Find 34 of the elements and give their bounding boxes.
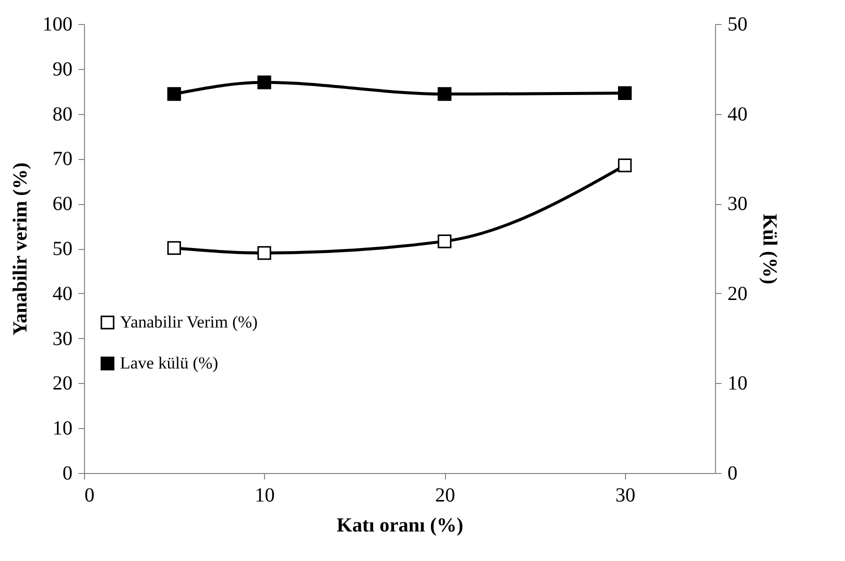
y2-tick-label: 40 (728, 103, 748, 126)
y-axis-title: Yanabilir verim (%) (10, 162, 32, 336)
y-tick-label: 70 (52, 148, 72, 170)
y-tick-label: 30 (52, 328, 72, 350)
point (618, 158, 632, 172)
x-tick-label: 10 (254, 484, 275, 506)
point (438, 234, 452, 248)
x-tick-label: 20 (435, 484, 456, 506)
y-tick-label: 60 (52, 193, 72, 216)
x-tick-label: 0 (84, 484, 94, 506)
point (618, 86, 632, 100)
point (167, 87, 182, 101)
point (257, 246, 272, 260)
point (167, 241, 182, 255)
y2-tick-label: 10 (728, 372, 748, 395)
y-tick-label: 0 (62, 462, 72, 484)
y2-axis-title: Kül (%) (758, 214, 780, 284)
legend-label: Lave külü (%) (120, 354, 218, 372)
y2-tick-label: 30 (728, 193, 748, 216)
y2-tick-label: 0 (728, 462, 738, 484)
y-tick-label: 90 (52, 58, 72, 80)
legend-label: Yanabilir Verim (%) (120, 312, 258, 332)
y-tick-label: 100 (42, 14, 72, 36)
point (257, 75, 272, 90)
y2-tick-label: 20 (728, 282, 748, 305)
x-tick-label: 30 (615, 484, 636, 506)
x-axis-title: Katı oranı (%) (336, 514, 464, 536)
y-tick-label: 50 (52, 238, 72, 260)
y-tick-label: 20 (52, 372, 72, 395)
y-tick-label: 80 (52, 103, 72, 126)
y-tick-label: 40 (52, 282, 72, 305)
y2-tick-label: 50 (728, 14, 748, 36)
y-tick-label: 10 (52, 418, 72, 440)
point (438, 87, 452, 101)
